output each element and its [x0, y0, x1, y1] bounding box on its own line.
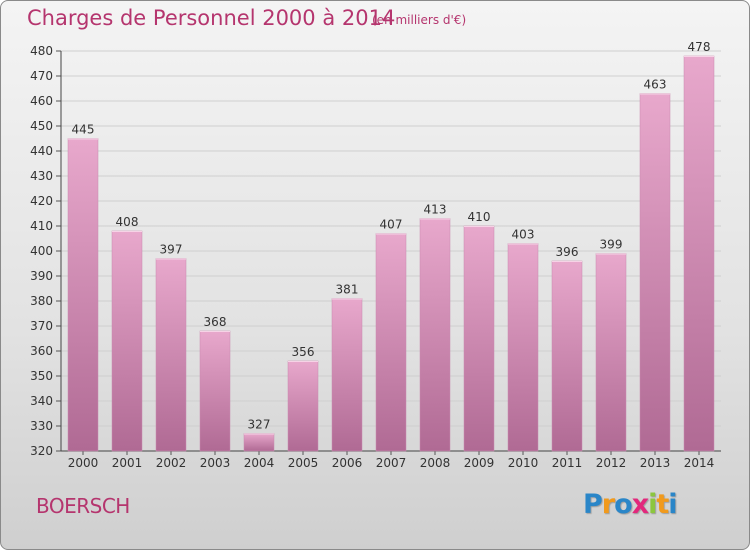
data-label: 327 [248, 418, 271, 432]
x-tick-label: 2001 [112, 456, 143, 470]
data-label: 368 [204, 315, 227, 329]
x-tick-label: 2009 [464, 456, 495, 470]
y-tick-label: 470 [30, 69, 53, 83]
bar [199, 330, 231, 452]
data-label: 399 [600, 238, 623, 252]
logo-letter: r [601, 489, 615, 520]
y-tick-label: 350 [30, 369, 53, 383]
x-tick-label: 2002 [156, 456, 187, 470]
data-labels: 445 408 397 368 327 356 381 407 413 410 403 396 399 4… [72, 40, 711, 432]
y-tick-label: 440 [30, 144, 53, 158]
commune-name: BOERSCH [36, 494, 130, 518]
data-label: 396 [556, 245, 579, 259]
x-tick-label: 2013 [640, 456, 671, 470]
bars [67, 55, 715, 452]
data-label: 407 [380, 218, 403, 232]
data-label: 463 [644, 78, 667, 92]
bar [507, 243, 539, 452]
bar [419, 218, 451, 452]
y-tick-label: 360 [30, 344, 53, 358]
bar [67, 138, 99, 452]
x-tick-label: 2012 [596, 456, 627, 470]
logo-letter: x [631, 489, 649, 520]
x-tick-label: 2014 [684, 456, 715, 470]
data-label: 397 [160, 243, 183, 257]
bar [463, 225, 495, 452]
data-label: 408 [116, 215, 139, 229]
data-label: 445 [72, 123, 95, 137]
logo-letter: i [668, 489, 677, 520]
y-tick-label: 420 [30, 194, 53, 208]
y-tick-label: 390 [30, 269, 53, 283]
data-label: 478 [688, 40, 711, 54]
bar [595, 253, 627, 452]
x-tick-label: 2004 [244, 456, 275, 470]
y-tick-label: 320 [30, 444, 53, 458]
data-label: 381 [336, 283, 359, 297]
x-tick-label: 2003 [200, 456, 231, 470]
y-tick-label: 340 [30, 394, 53, 408]
bar [375, 233, 407, 452]
x-tick-label: 2010 [508, 456, 539, 470]
data-label: 403 [512, 228, 535, 242]
x-tick-label: 2007 [376, 456, 407, 470]
chart-title: Charges de Personnel 2000 à 2014 [27, 6, 396, 30]
x-tick-label: 2005 [288, 456, 319, 470]
y-tick-label: 450 [30, 119, 53, 133]
y-tick-label: 370 [30, 319, 53, 333]
logo-letter: i [648, 489, 657, 520]
x-tick-label: 2006 [332, 456, 363, 470]
data-label: 356 [292, 345, 315, 359]
y-tick-label: 400 [30, 244, 53, 258]
proxiti-logo: Proxiti [583, 489, 678, 520]
y-tick-label: 410 [30, 219, 53, 233]
data-label: 413 [424, 203, 447, 217]
bar [639, 93, 671, 452]
unit-note: (en milliers d'€) [372, 13, 467, 27]
bar [331, 298, 363, 452]
y-tick-label: 460 [30, 94, 53, 108]
bar [111, 230, 143, 452]
data-label: 410 [468, 210, 491, 224]
x-tick-label: 2008 [420, 456, 451, 470]
y-tick-label: 380 [30, 294, 53, 308]
y-tick-label: 480 [30, 44, 53, 58]
x-tick-label: 2011 [552, 456, 583, 470]
y-tick-label: 330 [30, 419, 53, 433]
bar [551, 260, 583, 452]
bar [287, 360, 319, 452]
x-tick-label: 2000 [68, 456, 99, 470]
logo-letter: o [614, 489, 633, 520]
axes: 320 330 340 350 360 370 380 390 400 410 420 430 440 4… [30, 44, 721, 470]
logo-letter: t [656, 489, 669, 520]
bar [155, 258, 187, 452]
logo-letter: P [583, 489, 603, 520]
y-tick-label: 430 [30, 169, 53, 183]
bar [243, 433, 275, 452]
bar [683, 55, 715, 452]
